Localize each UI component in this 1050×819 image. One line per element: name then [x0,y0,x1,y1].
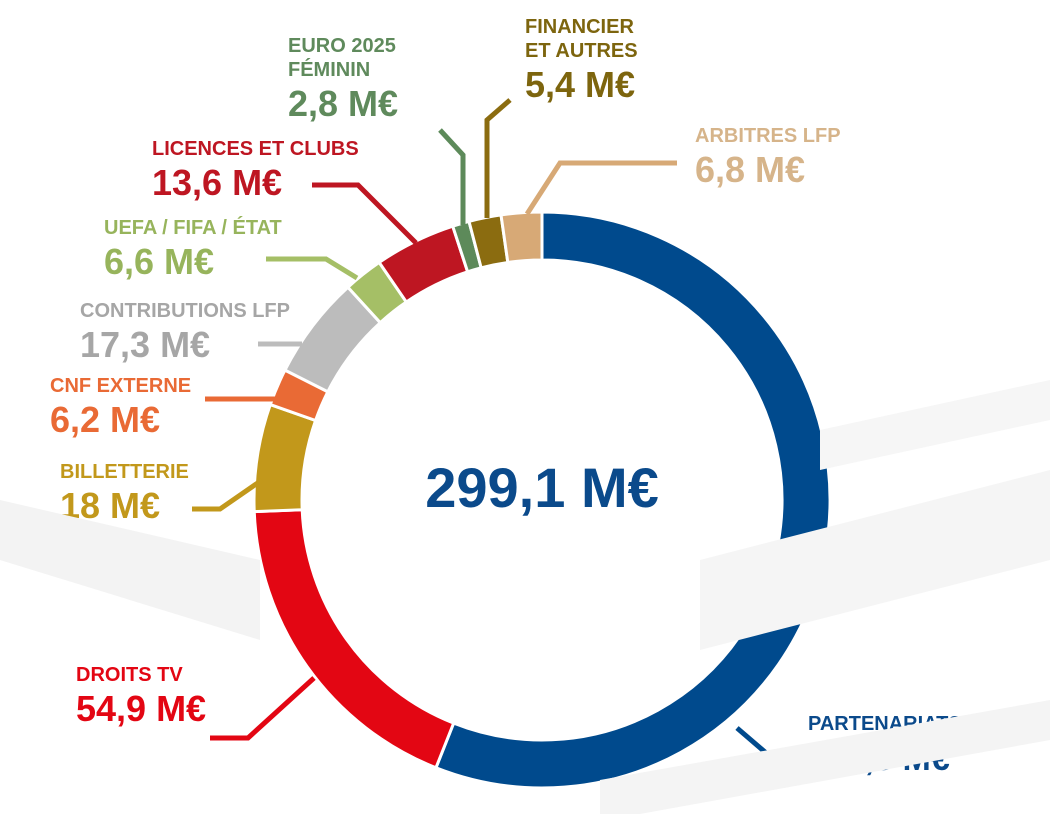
slice-label-8: ET AUTRES [525,40,638,62]
slice-label-3: CNF EXTERNE [50,375,191,397]
slice-label-2: BILLETTERIE [60,461,189,483]
slice-value-5: 6,6 M€ [104,241,214,282]
leader-line-2 [192,477,264,512]
slice-value-7: 2,8 M€ [288,83,398,124]
leader-line-7 [438,128,466,225]
leader-line-5 [266,256,359,281]
slice-label-6: LICENCES ET CLUBS [152,138,359,160]
slice-label-8: FINANCIER [525,16,634,38]
slice-value-4: 17,3 M€ [80,324,210,365]
slice-label-4: CONTRIBUTIONS LFP [80,300,290,322]
leader-line-8 [484,98,512,218]
leader-line-1 [210,676,316,741]
slice-0 [434,210,832,790]
slice-value-8: 5,4 M€ [525,64,635,105]
leader-line-9 [524,160,677,216]
slice-9 [499,210,544,265]
slice-value-9: 6,8 M€ [695,149,805,190]
slice-label-1: DROITS TV [76,664,183,686]
slice-label-7: FÉMININ [288,58,370,81]
slice-label-7: EURO 2025 [288,35,396,57]
leader-line-6 [312,182,418,245]
slice-label-9: ARBITRES LFP [695,125,841,147]
total-value: 299,1 M€ [425,456,659,519]
slice-value-6: 13,6 M€ [152,162,282,203]
slice-value-1: 54,9 M€ [76,688,206,729]
slice-value-3: 6,2 M€ [50,399,160,440]
slice-label-5: UEFA / FIFA / ÉTAT [104,216,282,239]
